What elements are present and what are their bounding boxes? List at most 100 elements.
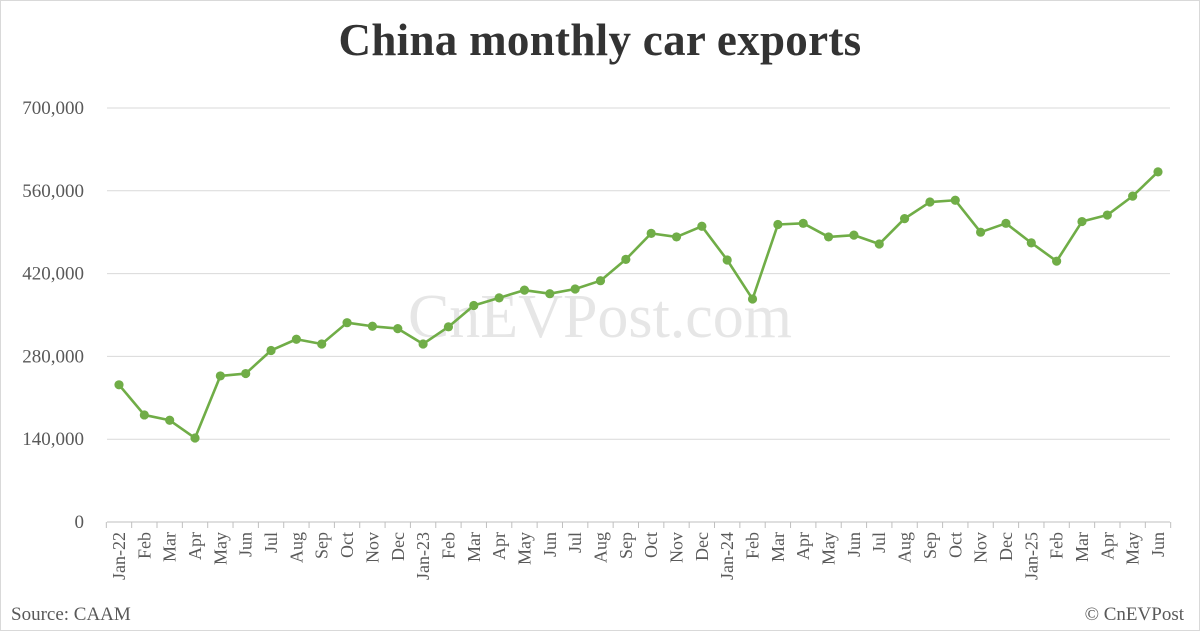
- x-tick-label: Apr: [489, 532, 509, 560]
- data-point: [621, 254, 631, 265]
- watermark: CnEVPost.com: [408, 283, 792, 351]
- x-tick-label: Jul: [869, 532, 889, 553]
- x-tick-label: May: [514, 532, 534, 565]
- chart-title: China monthly car exports: [338, 15, 862, 65]
- y-axis: 0 140,000 280,000 420,000 560,000 700,000: [22, 98, 84, 533]
- x-tick-label: Jun: [1148, 532, 1168, 557]
- x-tick-label: Sep: [920, 532, 940, 559]
- data-point: [317, 339, 327, 349]
- x-tick-label: Apr: [793, 532, 813, 560]
- x-tick-label: Oct: [945, 532, 965, 558]
- y-tick-label: 700,000: [22, 98, 84, 119]
- x-tick-label: Feb: [134, 532, 154, 559]
- x-tick-label: Oct: [337, 532, 357, 558]
- x-tick-label: Aug: [286, 532, 306, 563]
- data-point: [342, 318, 352, 328]
- x-axis: Jan-22 Feb Mar Apr May Jun Jul Aug Sep Oct Nov Dec J…: [105, 522, 1172, 580]
- x-tick-label: Oct: [641, 532, 661, 558]
- x-tick-label: May: [210, 532, 230, 565]
- data-point: [418, 339, 428, 349]
- data-point: [519, 285, 530, 295]
- data-point: [215, 371, 225, 381]
- data-point: [671, 232, 682, 242]
- x-tick-label: Jan-22: [109, 532, 129, 580]
- data-point: [950, 195, 960, 205]
- x-tick-label: Feb: [438, 532, 458, 559]
- data-point: [874, 239, 884, 249]
- data-point: [367, 321, 378, 331]
- data-point: [190, 433, 200, 443]
- data-point: [849, 230, 859, 240]
- x-tick-label: Sep: [312, 532, 332, 559]
- x-tick-label: Apr: [1097, 532, 1117, 560]
- data-point: [165, 415, 175, 425]
- x-tick-label: Jun: [236, 532, 256, 557]
- data-point: [697, 221, 707, 231]
- x-tick-label: Dec: [692, 532, 712, 561]
- x-tick-label: Aug: [895, 532, 915, 563]
- x-tick-label: Nov: [971, 532, 991, 563]
- data-point: [1001, 218, 1011, 228]
- data-point: [595, 276, 606, 286]
- x-tick-label: May: [819, 532, 839, 565]
- data-point: [1128, 191, 1138, 201]
- data-point: [646, 228, 656, 238]
- x-tick-label: Feb: [743, 532, 763, 559]
- y-tick-label: 280,000: [22, 346, 84, 367]
- data-point: [1102, 210, 1112, 220]
- data-point: [773, 219, 783, 230]
- copyright-note: © CnEVPost: [1084, 604, 1184, 625]
- y-tick-label: 140,000: [22, 429, 84, 450]
- data-point: [545, 289, 555, 299]
- data-point: [1153, 167, 1163, 177]
- x-tick-label: Mar: [464, 532, 484, 562]
- x-tick-label: Nov: [362, 532, 382, 563]
- x-tick-label: Jul: [261, 532, 281, 553]
- x-tick-label: Jan-25: [1021, 532, 1041, 580]
- data-point: [1026, 238, 1036, 248]
- x-tick-label: Jul: [565, 532, 585, 553]
- x-tick-label: Nov: [667, 532, 687, 563]
- x-tick-label: Mar: [1072, 532, 1092, 562]
- data-point: [139, 410, 149, 420]
- x-tick-label: Jun: [844, 532, 864, 557]
- data-point: [114, 380, 124, 390]
- data-point: [899, 213, 910, 224]
- data-point: [722, 255, 732, 265]
- source-note: Source: CAAM: [11, 604, 131, 625]
- x-tick-label: Feb: [1047, 532, 1067, 559]
- data-point: [266, 345, 276, 356]
- x-tick-label: Aug: [590, 532, 610, 563]
- data-point: [469, 300, 479, 311]
- x-tick-label: May: [1123, 532, 1143, 565]
- data-point: [925, 197, 935, 207]
- data-point: [291, 334, 301, 344]
- x-tick-label: Dec: [996, 532, 1016, 561]
- x-tick-label: Sep: [616, 532, 636, 559]
- data-point: [570, 284, 580, 294]
- x-tick-label: Jun: [540, 532, 560, 557]
- x-tick-label: Mar: [160, 532, 180, 562]
- series-group: [114, 167, 1163, 443]
- data-point: [443, 322, 454, 332]
- x-tick-label: Mar: [768, 532, 788, 562]
- data-point: [1077, 216, 1087, 227]
- data-point: [494, 293, 504, 303]
- data-point: [393, 324, 403, 334]
- x-tick-label: Jan-24: [717, 532, 737, 580]
- grid-lines: [107, 107, 1170, 523]
- y-tick-label: 0: [75, 512, 85, 533]
- x-tick-label: Apr: [185, 532, 205, 560]
- data-point: [823, 232, 834, 242]
- data-point: [976, 227, 986, 237]
- data-point: [1052, 256, 1062, 266]
- data-point: [241, 368, 251, 379]
- data-point: [747, 294, 758, 304]
- y-tick-label: 560,000: [22, 181, 84, 202]
- x-tick-label: Dec: [388, 532, 408, 561]
- y-tick-label: 420,000: [22, 264, 84, 285]
- x-tick-label: Jan-23: [413, 532, 433, 580]
- data-point: [798, 218, 808, 228]
